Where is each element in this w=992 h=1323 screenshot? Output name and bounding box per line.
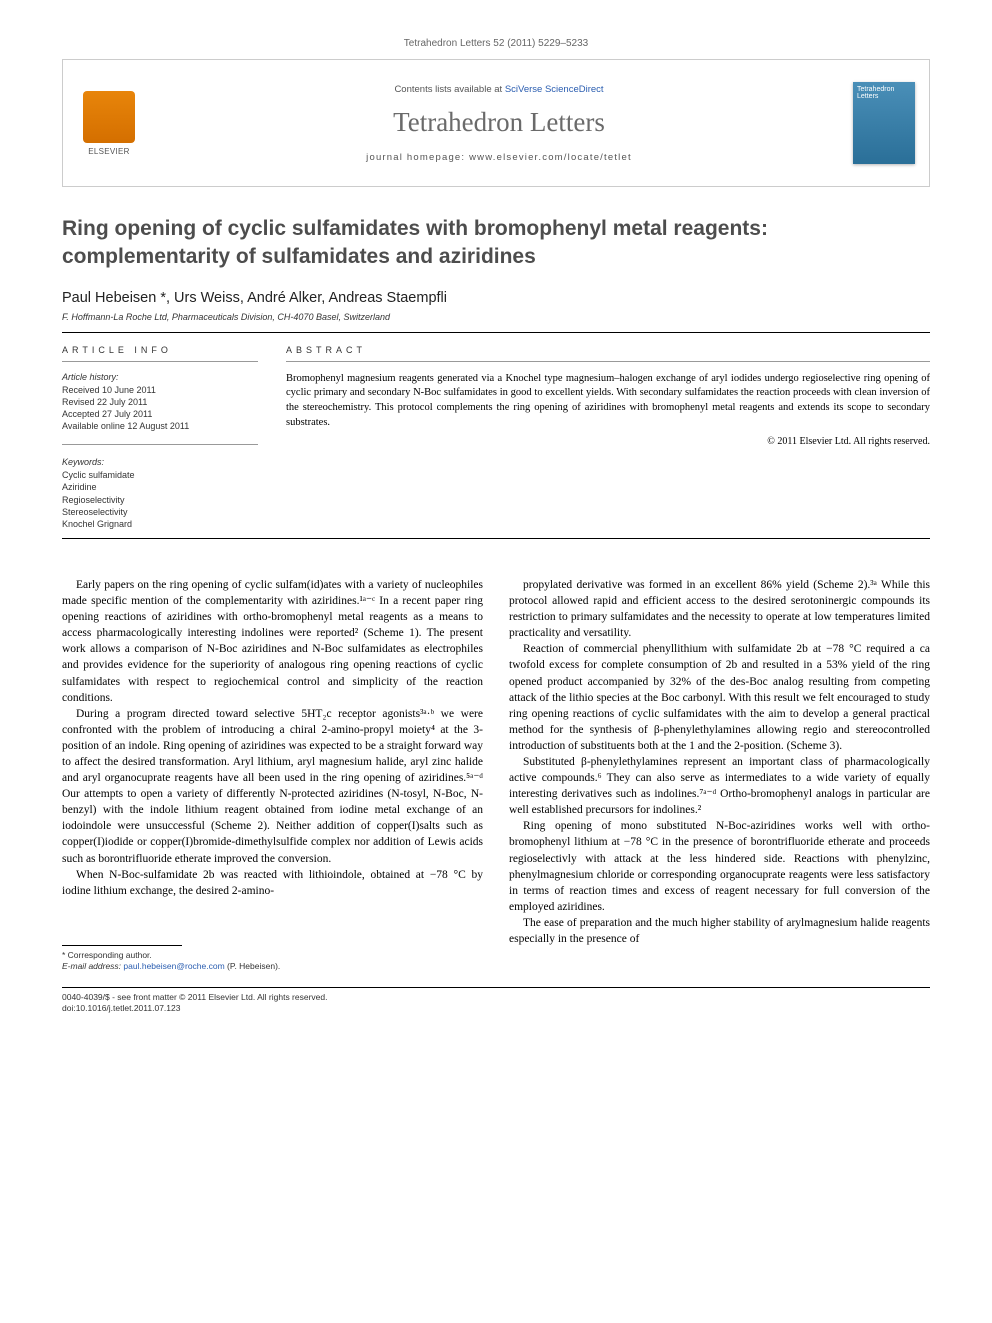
authors-line: Paul Hebeisen *, Urs Weiss, André Alker,… — [62, 290, 930, 306]
body-paragraph: Substituted β-phenylethylamines represen… — [509, 754, 930, 818]
publisher-label: ELSEVIER — [88, 147, 130, 156]
journal-header: ELSEVIER Contents lists available at Sci… — [62, 59, 930, 187]
info-abstract-row: ARTICLE INFO Article history: Received 1… — [62, 345, 930, 530]
homepage-url[interactable]: www.elsevier.com/locate/tetlet — [469, 152, 632, 163]
body-paragraph: Early papers on the ring opening of cycl… — [62, 577, 483, 706]
email-label: E-mail address: — [62, 961, 123, 971]
keyword: Knochel Grignard — [62, 518, 258, 530]
journal-cover-thumbnail[interactable]: Tetrahedron Letters — [853, 82, 915, 164]
online-date: Available online 12 August 2011 — [62, 420, 258, 432]
sciencedirect-link[interactable]: SciVerse ScienceDirect — [505, 84, 604, 95]
keyword: Stereoselectivity — [62, 506, 258, 518]
abstract-text: Bromophenyl magnesium reagents generated… — [286, 372, 930, 431]
contents-prefix: Contents lists available at — [394, 84, 504, 95]
corresponding-author-footnote: * Corresponding author. — [62, 950, 483, 961]
affiliation-line: F. Hoffmann-La Roche Ltd, Pharmaceutical… — [62, 312, 930, 322]
accepted-date: Accepted 27 July 2011 — [62, 408, 258, 420]
page: Tetrahedron Letters 52 (2011) 5229–5233 … — [0, 0, 992, 1053]
publisher-logo[interactable]: ELSEVIER — [77, 84, 141, 162]
separator-thin — [62, 361, 258, 362]
keywords-label: Keywords: — [62, 457, 258, 467]
footnote-rule — [62, 945, 182, 946]
article-info-heading: ARTICLE INFO — [62, 345, 258, 355]
elsevier-tree-icon — [83, 91, 135, 143]
body-paragraph: When N-Boc-sulfamidate 2b was reacted wi… — [62, 867, 483, 899]
separator-thin — [286, 361, 930, 362]
separator — [62, 332, 930, 333]
body-column-right: propylated derivative was formed in an e… — [509, 577, 930, 973]
footer-rule — [62, 987, 930, 988]
article-title: Ring opening of cyclic sulfamidates with… — [62, 215, 930, 272]
email-suffix: (P. Hebeisen). — [225, 961, 281, 971]
journal-homepage-line: journal homepage: www.elsevier.com/locat… — [161, 152, 837, 163]
keyword: Cyclic sulfamidate — [62, 469, 258, 481]
copyright-line: © 2011 Elsevier Ltd. All rights reserved… — [286, 436, 930, 447]
front-matter-line: 0040-4039/$ - see front matter © 2011 El… — [62, 992, 930, 1003]
keyword: Regioselectivity — [62, 494, 258, 506]
body-columns: Early papers on the ring opening of cycl… — [62, 577, 930, 973]
abstract-heading: ABSTRACT — [286, 345, 930, 355]
received-date: Received 10 June 2011 — [62, 384, 258, 396]
separator-thin — [62, 444, 258, 445]
citation-line: Tetrahedron Letters 52 (2011) 5229–5233 — [62, 38, 930, 49]
body-paragraph: During a program directed toward selecti… — [62, 706, 483, 867]
homepage-prefix: journal homepage: — [366, 152, 469, 163]
revised-date: Revised 22 July 2011 — [62, 396, 258, 408]
keyword: Aziridine — [62, 481, 258, 493]
doi-line: doi:10.1016/j.tetlet.2011.07.123 — [62, 1003, 930, 1014]
email-footnote: E-mail address: paul.hebeisen@roche.com … — [62, 961, 483, 972]
body-paragraph: propylated derivative was formed in an e… — [509, 577, 930, 641]
email-link[interactable]: paul.hebeisen@roche.com — [123, 961, 224, 971]
body-paragraph: Reaction of commercial phenyllithium wit… — [509, 641, 930, 754]
contents-available-line: Contents lists available at SciVerse Sci… — [161, 84, 837, 95]
abstract-column: ABSTRACT Bromophenyl magnesium reagents … — [286, 345, 930, 530]
keywords-block: Keywords: Cyclic sulfamidate Aziridine R… — [62, 457, 258, 530]
journal-name: Tetrahedron Letters — [161, 107, 837, 138]
body-paragraph: Ring opening of mono substituted N-Boc-a… — [509, 818, 930, 915]
article-history-label: Article history: — [62, 372, 258, 382]
body-column-left: Early papers on the ring opening of cycl… — [62, 577, 483, 973]
journal-cover-label: Tetrahedron Letters — [857, 86, 911, 100]
separator — [62, 538, 930, 539]
header-inner: ELSEVIER Contents lists available at Sci… — [63, 60, 929, 186]
article-info-column: ARTICLE INFO Article history: Received 1… — [62, 345, 258, 530]
body-paragraph: The ease of preparation and the much hig… — [509, 915, 930, 947]
header-center: Contents lists available at SciVerse Sci… — [161, 84, 837, 163]
